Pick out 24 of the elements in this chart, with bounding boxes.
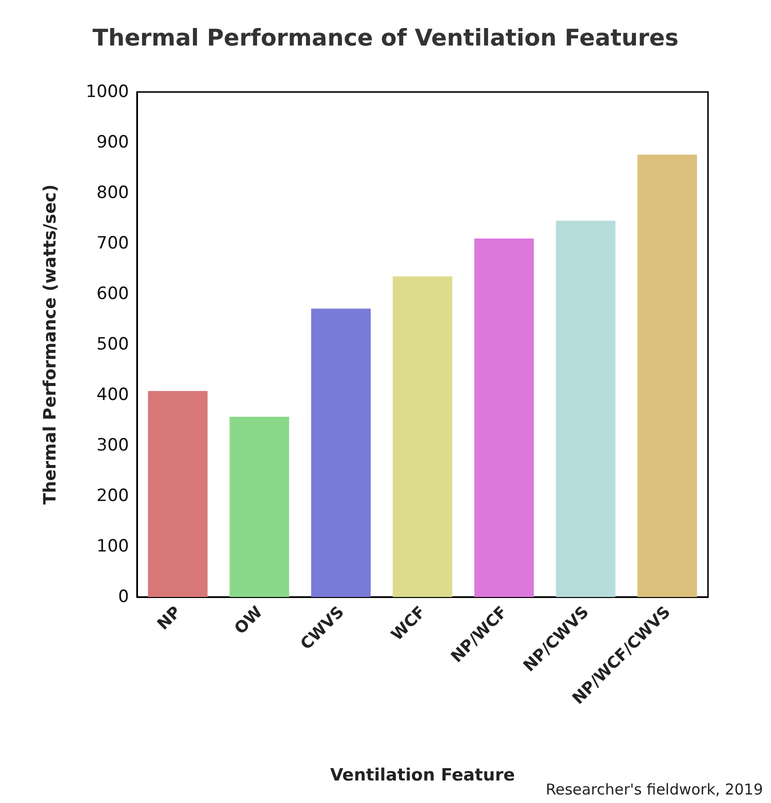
y-tick-label: 500: [96, 334, 129, 354]
bar: [148, 390, 208, 597]
x-axis-title: Ventilation Feature: [330, 766, 515, 786]
y-tick-label: 1000: [86, 82, 129, 102]
y-tick-label: 300: [96, 436, 129, 456]
chart-title: Thermal Performance of Ventilation Features: [92, 26, 679, 52]
y-tick-label: 800: [96, 183, 129, 203]
bar: [474, 238, 534, 597]
y-tick-label: 0: [118, 587, 129, 607]
bar: [311, 308, 371, 597]
y-tick-label: 200: [96, 486, 129, 506]
bar: [556, 220, 616, 597]
bar: [637, 154, 697, 597]
y-tick-label: 100: [96, 536, 129, 556]
y-tick-label: 900: [96, 132, 129, 152]
y-axis-title: Thermal Performance (watts/sec): [40, 184, 60, 505]
y-tick-label: 400: [96, 385, 129, 405]
text: Researcher's fieldwork, 2019: [546, 780, 763, 798]
y-tick-label: 600: [96, 284, 129, 304]
x-tick-label: OW: [230, 602, 266, 638]
x-tick-label: NP: [153, 602, 185, 634]
bar: [392, 276, 452, 597]
bar: [230, 416, 290, 597]
y-tick-label: 700: [96, 234, 129, 254]
